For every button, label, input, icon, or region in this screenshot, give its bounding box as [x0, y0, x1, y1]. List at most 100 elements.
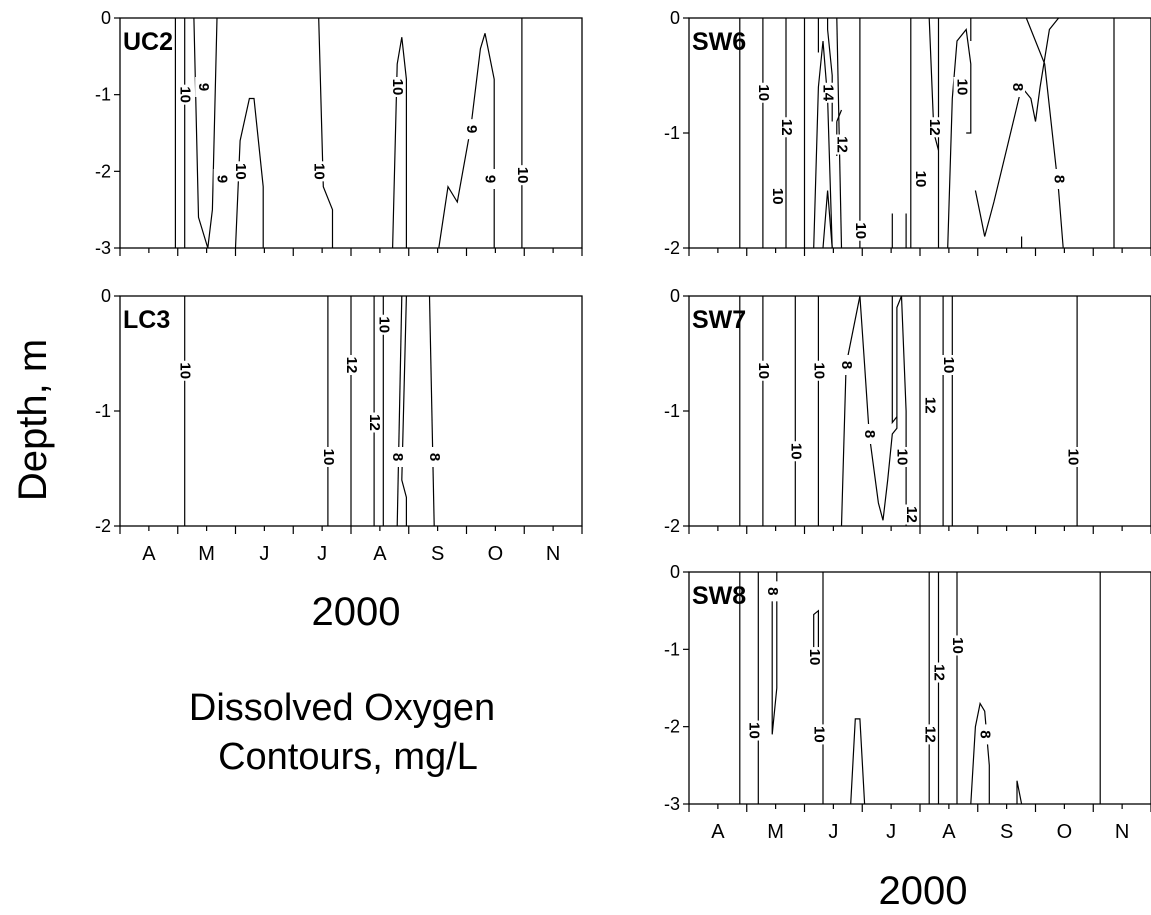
contour-label-bg: [176, 84, 193, 105]
contour-label: 10: [954, 79, 971, 96]
contour-line: [970, 701, 990, 805]
contour-line: [813, 609, 819, 665]
contour-label: 10: [787, 443, 804, 460]
contour-label: 10: [746, 722, 763, 739]
contour-line: [850, 718, 866, 805]
contour-label-bg: [481, 169, 498, 189]
contour-label: 12: [926, 119, 943, 136]
contour-line: [396, 295, 403, 527]
contour-label-bg: [768, 186, 785, 207]
contour-line: [822, 190, 833, 249]
contour-label: 12: [366, 414, 383, 431]
x-axis-year-right: 2000: [879, 869, 968, 913]
contour-label-bg: [513, 165, 530, 186]
contour-label-bg: [310, 161, 327, 182]
x-tick-label: M: [767, 821, 784, 843]
contour-label-bg: [195, 77, 212, 97]
contour-label: 10: [1064, 449, 1081, 466]
contour-line: [836, 17, 843, 249]
contour-line: [428, 295, 435, 527]
contour-label-bg: [232, 161, 249, 182]
contour-line: [813, 40, 833, 249]
y-tick-label: 0: [670, 286, 680, 306]
contour-label-bg: [851, 220, 868, 241]
y-tick-label: -1: [664, 123, 680, 143]
y-tick-label: -1: [95, 401, 111, 421]
contour-label-bg: [925, 117, 942, 138]
contour-label: 10: [940, 357, 957, 374]
y-tick-label: 0: [101, 8, 111, 28]
x-tick-label: J: [828, 821, 838, 843]
contour-label-bg: [861, 424, 878, 444]
x-tick-label: S: [1000, 821, 1013, 843]
caption-line-2: Contours, mg/L: [218, 736, 478, 778]
contour-label-bg: [893, 447, 910, 467]
contour-label: 12: [343, 357, 360, 374]
contour-label: 12: [921, 726, 938, 743]
y-tick-label: -2: [664, 238, 680, 258]
plot-frame: [119, 17, 583, 249]
contour-line: [891, 296, 898, 425]
x-tick-label: A: [373, 543, 387, 565]
contour-label: 8: [838, 361, 855, 369]
contour-label: 10: [852, 222, 869, 239]
contour-label-bg: [366, 412, 383, 433]
contour-label: 10: [514, 167, 531, 184]
y-tick-label: 0: [670, 562, 680, 582]
contour-label: 12: [833, 136, 850, 153]
contour-label-bg: [764, 581, 781, 602]
contour-label: 8: [426, 453, 443, 461]
caption-line-1: Dissolved Oxygen: [189, 687, 495, 729]
contour-label: 10: [810, 726, 827, 743]
contour-label: 10: [389, 79, 406, 96]
contour-label: 10: [177, 86, 194, 103]
x-tick-label: J: [259, 543, 269, 565]
contour-label-bg: [787, 441, 804, 462]
contour-label-bg: [176, 360, 193, 381]
contour-label: 10: [232, 163, 249, 180]
plot-frame: [688, 17, 1151, 249]
contour-label-bg: [948, 635, 965, 656]
contour-label: 14: [820, 84, 837, 101]
x-tick-label: S: [431, 543, 444, 565]
contour-label-bg: [213, 169, 230, 189]
contour-label: 12: [778, 119, 795, 136]
contour-label-bg: [810, 360, 827, 381]
x-tick-label: J: [886, 821, 896, 843]
contour-label-bg: [921, 395, 938, 416]
contour-label-bg: [319, 447, 336, 467]
contour-label: 10: [949, 637, 966, 654]
panel-title: LC3: [123, 306, 170, 334]
contour-label: 10: [375, 316, 392, 333]
contour-label: 10: [755, 362, 772, 379]
contour-label-bg: [389, 447, 406, 467]
contour-label-bg: [1064, 447, 1081, 467]
contour-line: [859, 295, 903, 521]
contour-label: 12: [931, 664, 948, 681]
y-tick-label: -3: [95, 238, 111, 258]
contour-line: [392, 37, 407, 249]
contour-line: [234, 97, 264, 249]
contour-label-bg: [819, 82, 836, 103]
contour-label-bg: [921, 724, 938, 745]
contour-line: [840, 295, 861, 527]
x-tick-label: M: [198, 543, 215, 565]
contour-label-bg: [1009, 77, 1026, 97]
contour-label: 9: [482, 175, 499, 183]
contour-label: 10: [912, 171, 929, 188]
contour-label: 10: [810, 362, 827, 379]
contour-line: [974, 17, 1060, 237]
contour-label: 9: [214, 175, 231, 183]
contour-label-bg: [343, 355, 359, 375]
x-tick-label: O: [488, 543, 504, 565]
contour-line: [193, 17, 209, 249]
contour-label-bg: [754, 82, 771, 103]
x-tick-label: O: [1057, 821, 1073, 843]
panel-title: SW6: [692, 28, 746, 56]
x-tick-label: A: [942, 821, 956, 843]
panel-sw7: 0 -1 -2 10 10 8 10 8 10 12 10 12 10 SW7: [664, 286, 1151, 536]
contour-label: 12: [921, 397, 938, 414]
contour-line: [836, 109, 843, 122]
contour-label-bg: [838, 355, 855, 375]
